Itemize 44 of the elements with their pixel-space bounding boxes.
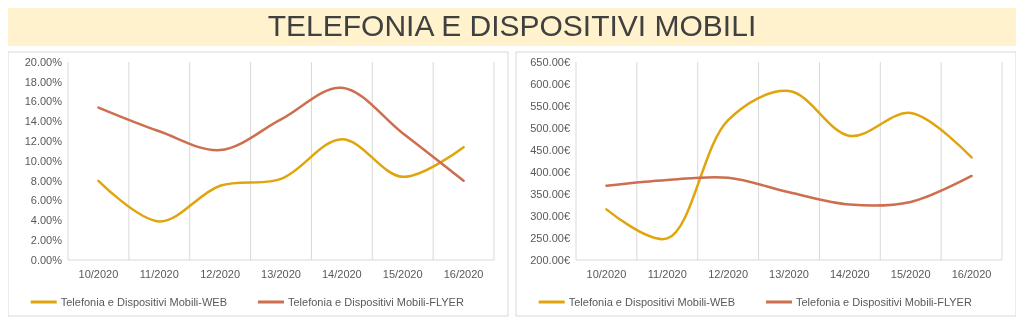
y-tick-label: 2.00% bbox=[30, 234, 63, 247]
x-tick-label: 15/2020 bbox=[382, 268, 423, 280]
x-tick-label: 12/2020 bbox=[708, 268, 749, 280]
y-tick-label: 300.00€ bbox=[530, 209, 570, 222]
x-tick-label: 13/2020 bbox=[261, 268, 301, 280]
y-tick-label: 10.00% bbox=[24, 154, 63, 167]
x-tick-label: 12/2020 bbox=[200, 268, 241, 280]
y-tick-label: 20.00% bbox=[24, 55, 63, 68]
y-tick-label: 14.00% bbox=[24, 115, 63, 128]
line-series bbox=[605, 174, 973, 207]
line-series bbox=[97, 137, 465, 223]
x-tick-label: 16/2020 bbox=[951, 268, 992, 280]
line-series bbox=[97, 86, 465, 183]
y-tick-label: 18.00% bbox=[24, 75, 63, 88]
x-tick-label: 14/2020 bbox=[321, 268, 362, 280]
y-tick-label: 500.00€ bbox=[530, 121, 570, 134]
legend-label: Telefonia e Dispositivi Mobili-WEB bbox=[60, 295, 228, 308]
line-series bbox=[605, 89, 973, 241]
y-tick-label: 16.00% bbox=[24, 95, 63, 108]
y-tick-label: 600.00€ bbox=[530, 77, 570, 90]
x-tick-label: 11/2020 bbox=[139, 268, 179, 280]
y-tick-label: 400.00€ bbox=[530, 165, 570, 178]
y-tick-label: 550.00€ bbox=[530, 99, 570, 112]
x-tick-label: 15/2020 bbox=[890, 268, 931, 280]
legend-label: Telefonia e Dispositivi Mobili-WEB bbox=[568, 295, 736, 308]
y-tick-label: 4.00% bbox=[30, 214, 63, 227]
y-tick-label: 450.00€ bbox=[530, 143, 570, 156]
x-tick-label: 10/2020 bbox=[586, 268, 627, 280]
y-tick-label: 250.00€ bbox=[530, 231, 570, 244]
chart-title: TELEFONIA E DISPOSITIVI MOBILI bbox=[267, 9, 757, 42]
y-tick-label: 200.00€ bbox=[530, 253, 570, 266]
x-tick-label: 11/2020 bbox=[647, 268, 687, 280]
y-tick-label: 8.00% bbox=[30, 174, 63, 187]
legend-label: Telefonia e Dispositivi Mobili-FLYER bbox=[796, 295, 972, 308]
x-tick-label: 16/2020 bbox=[443, 268, 484, 280]
x-tick-label: 10/2020 bbox=[78, 268, 119, 280]
y-tick-label: 6.00% bbox=[30, 194, 63, 207]
y-tick-label: 650.00€ bbox=[530, 55, 570, 68]
legend-label: Telefonia e Dispositivi Mobili-FLYER bbox=[288, 295, 464, 308]
y-tick-label: 350.00€ bbox=[530, 187, 570, 200]
x-tick-label: 13/2020 bbox=[769, 268, 809, 280]
x-tick-label: 14/2020 bbox=[829, 268, 870, 280]
y-tick-label: 12.00% bbox=[24, 135, 63, 148]
y-tick-label: 0.00% bbox=[30, 253, 63, 266]
